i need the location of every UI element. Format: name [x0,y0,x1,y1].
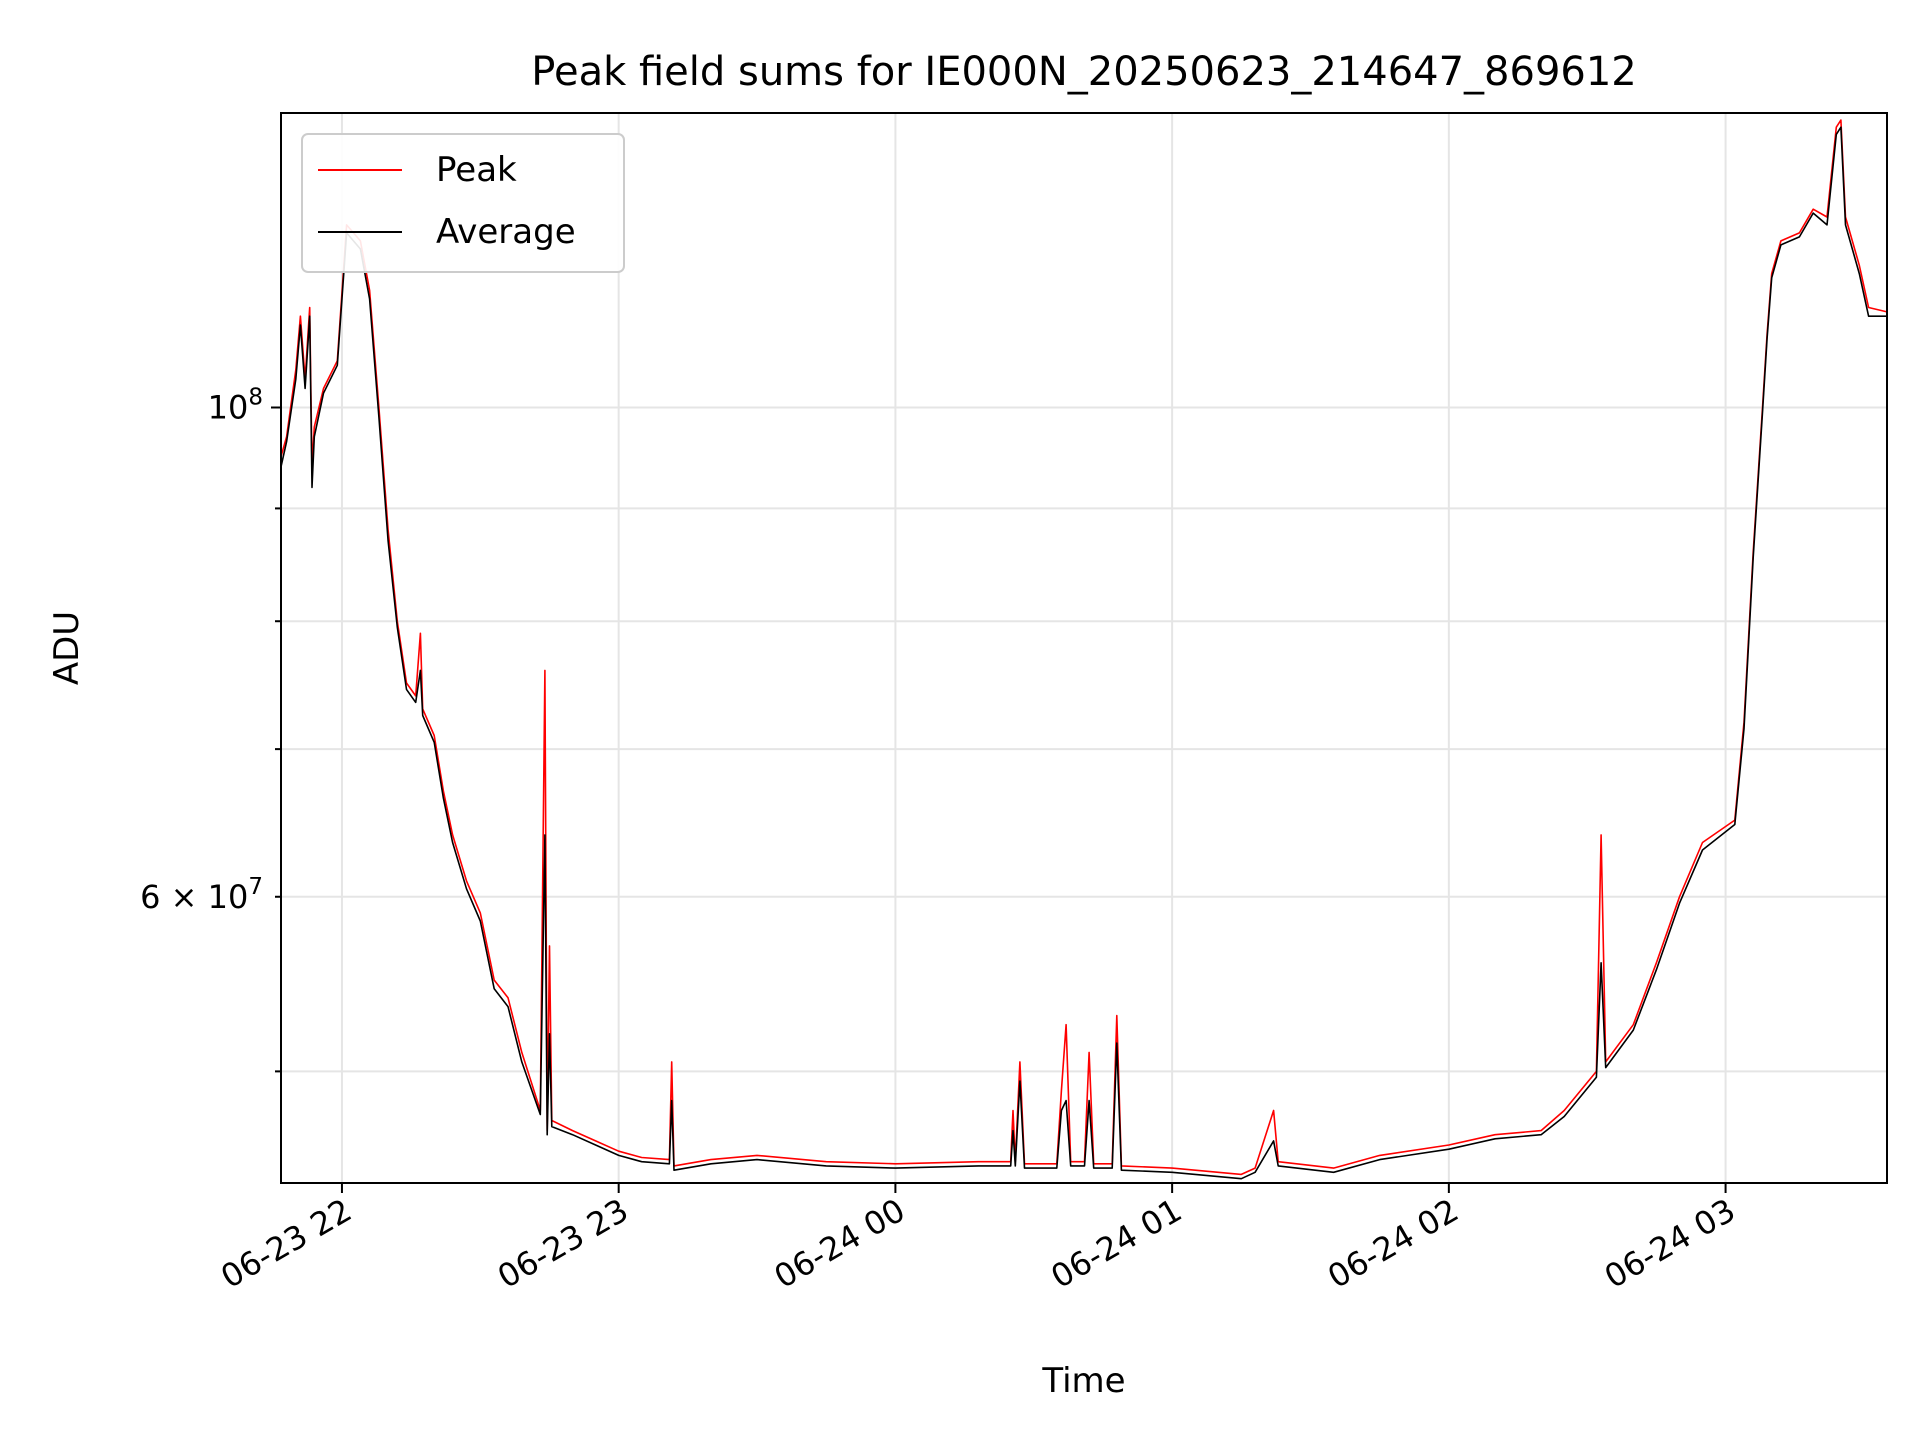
series-layer [280,119,1888,1180]
plot-frame [280,112,1888,1184]
legend-label-average: Average [436,212,576,252]
y-tick-label-major-0: 108 [208,385,263,427]
series-line-average [280,126,1887,1180]
legend-label-peak: Peak [436,150,517,190]
chart-title: Peak field sums for IE000N_20250623_2146… [531,49,1636,95]
y-tick-label-minor-0: 6 × 107 [140,874,263,916]
y-axis-title: ADU [47,611,87,685]
x-axis-title: Time [1041,1361,1125,1401]
y-axis: 108 6 × 107 [140,385,281,1073]
legend: Peak Average [301,133,625,273]
legend-box [301,133,625,273]
